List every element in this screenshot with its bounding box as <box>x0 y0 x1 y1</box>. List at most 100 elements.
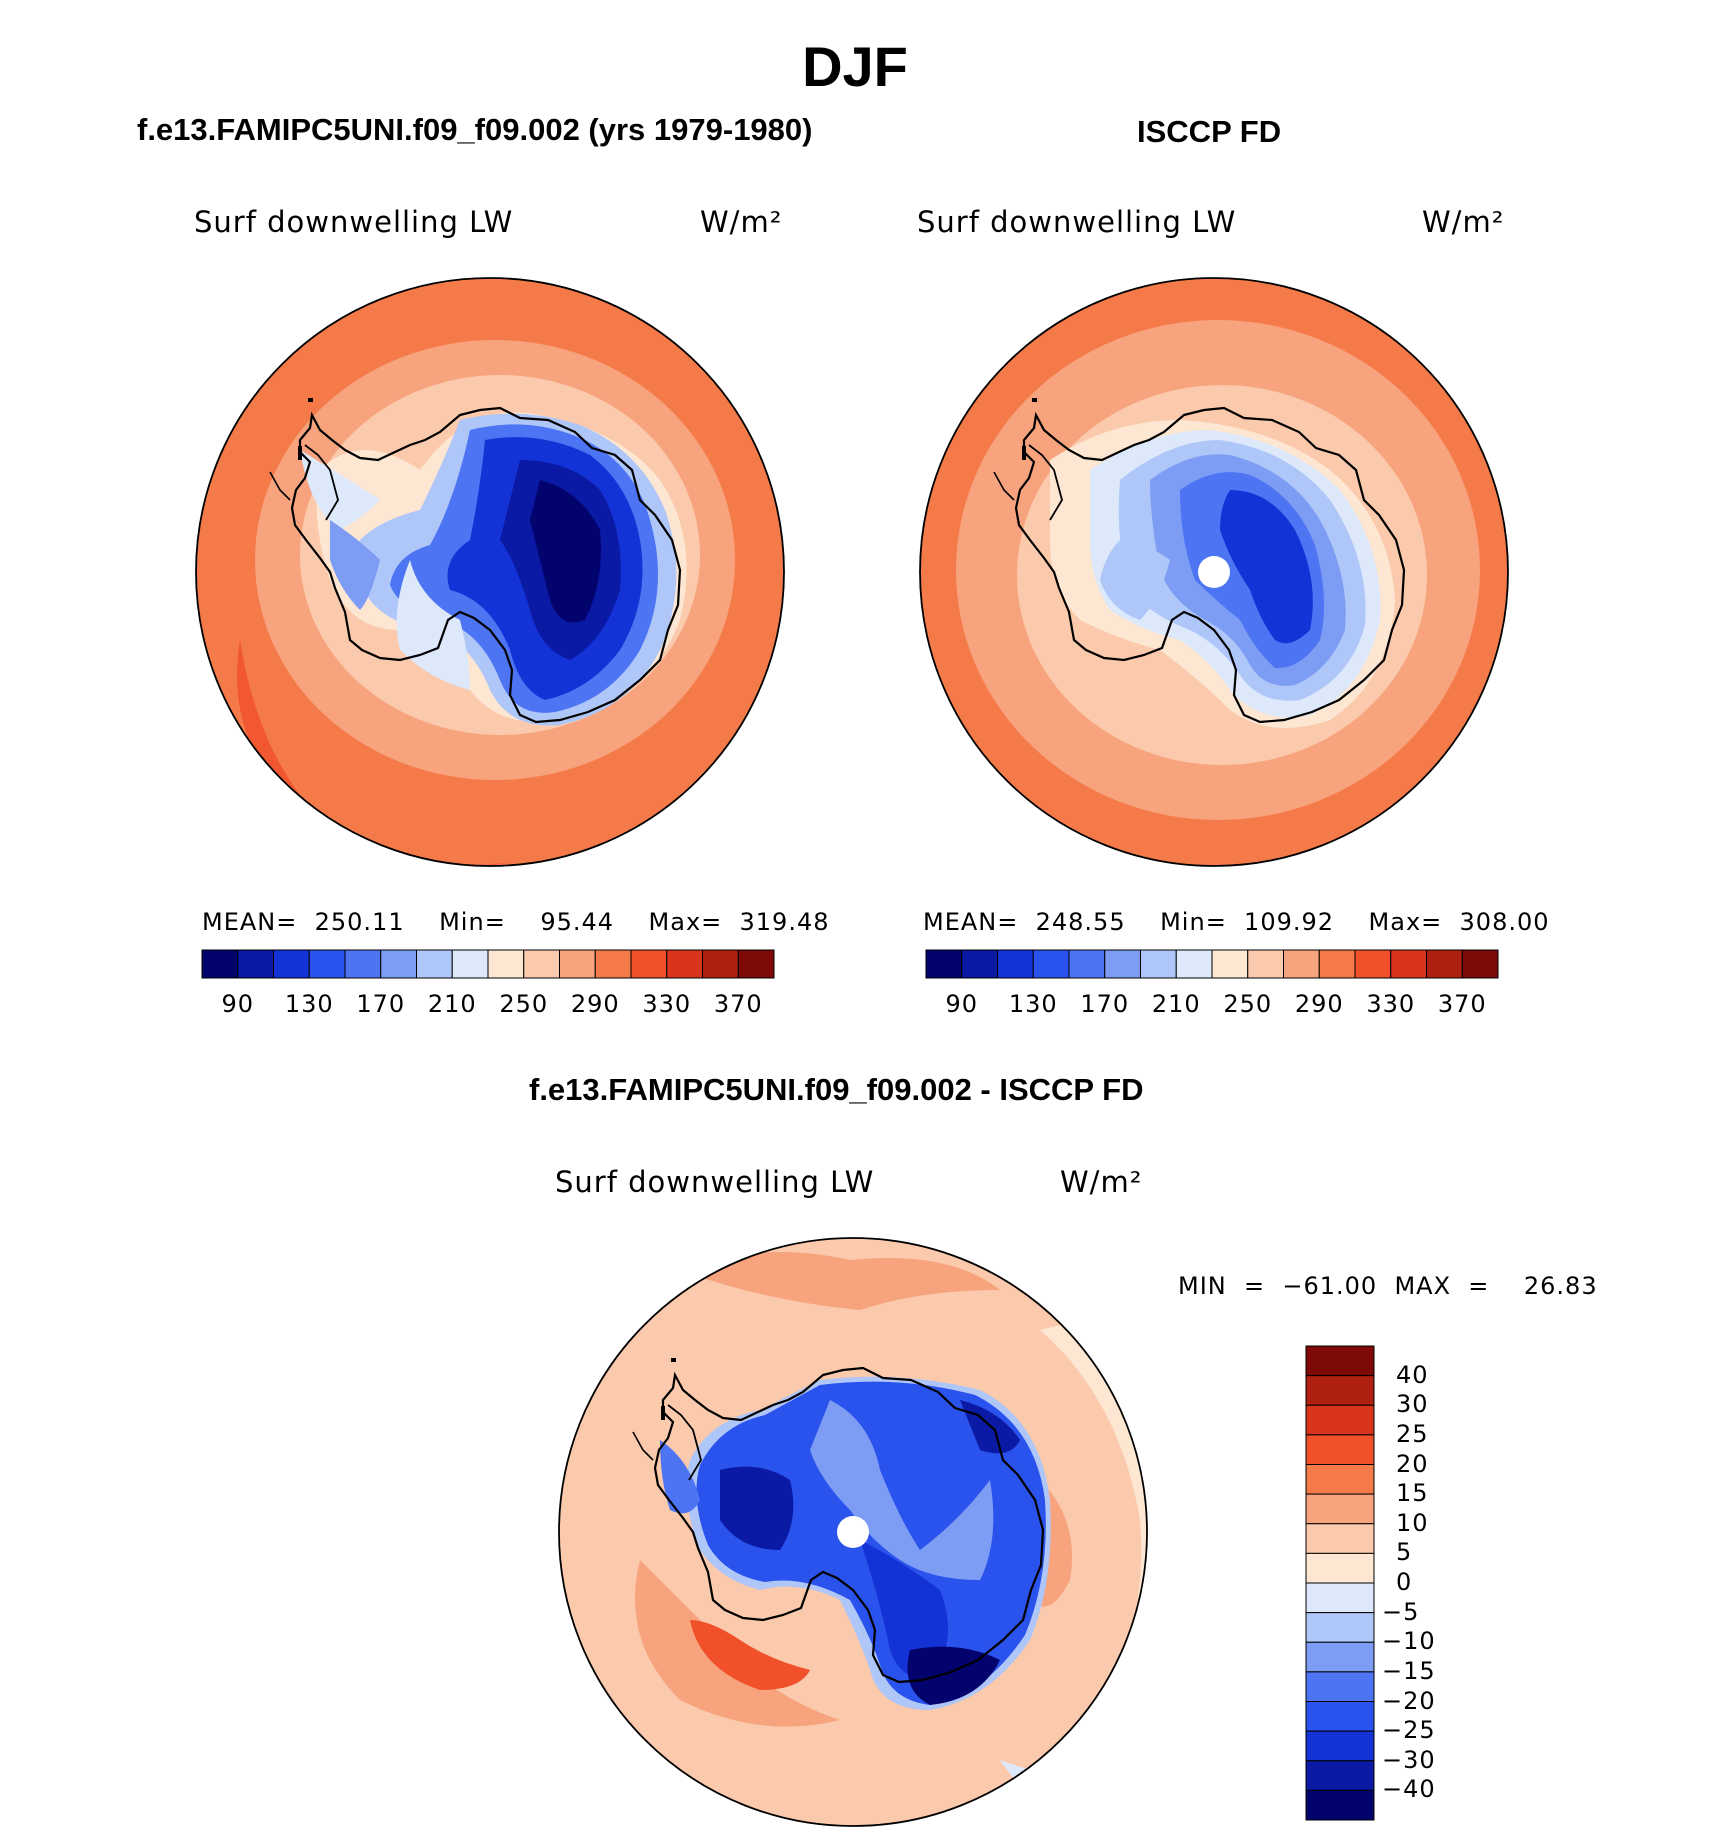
colorbar-tick-label: 90 <box>221 990 255 1018</box>
panel3-variable-label: Surf downwelling LW <box>555 1165 875 1199</box>
colorbar-swatch <box>201 949 239 979</box>
colorbar-swatch <box>1354 949 1392 979</box>
ice-deep-contour <box>1220 490 1313 644</box>
colorbar-tick-label: 210 <box>427 990 477 1018</box>
colorbar-swatch <box>416 949 453 979</box>
colorbar-swatch <box>630 949 668 979</box>
antarctica-coastline <box>290 406 682 724</box>
colorbar-tick-label: 40 <box>1396 1360 1429 1389</box>
colorbar-swatch <box>1305 1701 1375 1732</box>
colorbar-tick-label: 170 <box>1080 990 1130 1018</box>
colorbar-swatch <box>1247 949 1284 979</box>
colorbar-swatch <box>1305 1345 1375 1377</box>
colorbar-tick-label: 10 <box>1396 1508 1429 1537</box>
panel2-variable-label: Surf downwelling LW <box>917 205 1237 239</box>
panel2-title: ISCCP FD <box>1137 114 1282 149</box>
antarctica-coastline <box>1014 406 1406 724</box>
colorbar-swatch <box>1032 949 1070 979</box>
colorbar-swatch <box>1426 949 1463 979</box>
colorbar-tick-label: 170 <box>356 990 406 1018</box>
ice-mid-contour <box>696 1381 1046 1705</box>
colorbar-tick-label: 90 <box>945 990 979 1018</box>
colorbar-tick-label: −10 <box>1382 1627 1436 1656</box>
colorbar-difference <box>1305 1345 1375 1821</box>
colorbar-tick-label: −30 <box>1382 1745 1436 1774</box>
colorbar-swatch <box>1305 1730 1375 1762</box>
colorbar-swatch <box>1305 1671 1375 1702</box>
colorbar-tick-label: 30 <box>1396 1390 1429 1419</box>
colorbar-tick-label: 130 <box>1008 990 1058 1018</box>
map-obs <box>920 278 1508 866</box>
colorbar-tick-label: 0 <box>1396 1568 1413 1596</box>
colorbar-tick-label: −20 <box>1382 1686 1436 1715</box>
panel1-stats: MEAN= 250.11 Min= 95.44 Max= 319.48 <box>202 908 830 936</box>
figure-title: DJF <box>802 35 908 98</box>
colorbar-tick-label: −25 <box>1382 1716 1436 1745</box>
antarctica-coastline <box>653 1366 1045 1684</box>
colorbar-tick-label: −15 <box>1382 1656 1436 1685</box>
colorbar-swatch <box>1305 1789 1375 1821</box>
colorbar-swatch <box>1305 1434 1375 1465</box>
colorbar-swatch <box>594 949 632 979</box>
colorbar-swatch <box>1305 1641 1375 1673</box>
pole-hole <box>837 1516 869 1548</box>
colorbar-swatch <box>961 949 998 979</box>
pole-hole <box>1198 556 1230 588</box>
colorbar-swatch <box>1305 1552 1375 1584</box>
colorbar-swatch <box>487 949 525 979</box>
colorbar-swatch <box>1305 1404 1375 1436</box>
colorbar-swatch <box>380 949 417 979</box>
colorbar-tick-label: 5 <box>1396 1538 1413 1567</box>
colorbar-swatch <box>559 949 596 979</box>
colorbar-tick-label: 15 <box>1396 1479 1429 1508</box>
colorbar-tick-label: 130 <box>284 990 334 1018</box>
colorbar-swatch <box>1318 949 1356 979</box>
colorbar-swatch <box>1068 949 1106 979</box>
colorbar-tick-label: 210 <box>1151 990 1201 1018</box>
colorbar-swatch <box>1461 949 1499 979</box>
colorbar-tick-label: −40 <box>1382 1775 1436 1804</box>
colorbar-swatch <box>1390 949 1427 979</box>
panel3-title: f.e13.FAMIPC5UNI.f09_f09.002 - ISCCP FD <box>529 1072 1144 1107</box>
map-difference <box>559 1238 1147 1826</box>
ice-min-contour <box>530 480 601 623</box>
colorbar-swatch <box>1305 1375 1375 1406</box>
colorbar-swatch <box>1305 1582 1375 1614</box>
panel1-units-label: W/m² <box>700 205 783 239</box>
colorbar-swatch <box>1104 949 1141 979</box>
panel2-stats: MEAN= 248.55 Min= 109.92 Max= 308.00 <box>923 908 1550 936</box>
colorbar-swatch <box>273 949 310 979</box>
colorbar-swatch <box>737 949 775 979</box>
colorbar-tick-label: 370 <box>713 990 763 1018</box>
colorbar-swatch <box>1305 1760 1375 1791</box>
panel2-units-label: W/m² <box>1422 205 1505 239</box>
colorbar-swatch <box>1305 1493 1375 1525</box>
colorbar-tick-label: 330 <box>1366 990 1416 1018</box>
panel3-units-label: W/m² <box>1060 1165 1143 1199</box>
colorbar-tick-label: 25 <box>1396 1419 1429 1448</box>
colorbar-swatch <box>1305 1523 1375 1554</box>
colorbar-tick-label: −5 <box>1382 1597 1420 1626</box>
colorbar-swatch <box>1283 949 1320 979</box>
colorbar-swatch <box>1305 1464 1375 1495</box>
colorbar-tick-label: 250 <box>499 990 549 1018</box>
colorbar-swatch <box>997 949 1034 979</box>
colorbar-swatch <box>666 949 703 979</box>
map-difference-border <box>558 1237 1148 1827</box>
map-obs-border <box>919 277 1509 867</box>
colorbar-swatch <box>702 949 739 979</box>
panel1-variable-label: Surf downwelling LW <box>194 205 514 239</box>
colorbar-tick-label: 290 <box>1294 990 1344 1018</box>
colorbar-swatch <box>451 949 489 979</box>
colorbar-swatch <box>237 949 274 979</box>
colorbar-swatch <box>925 949 963 979</box>
colorbar-swatch <box>1211 949 1249 979</box>
colorbar-swatch <box>523 949 560 979</box>
colorbar-swatch <box>308 949 346 979</box>
colorbar-swatch <box>1140 949 1177 979</box>
colorbar-tick-label: 330 <box>642 990 692 1018</box>
colorbar-swatch <box>1305 1612 1375 1643</box>
colorbar-swatch <box>1175 949 1213 979</box>
colorbar-tick-label: 20 <box>1396 1449 1429 1478</box>
